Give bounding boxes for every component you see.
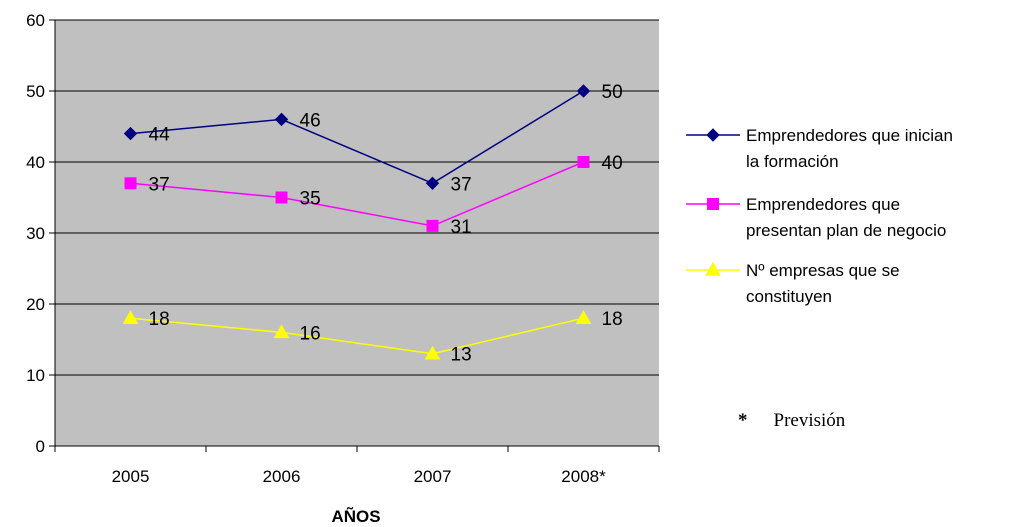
series-1-point-2	[426, 219, 439, 232]
legend-label-0-line-0: Emprendedores que inician	[746, 126, 953, 145]
x-tick-label-2006: 2006	[263, 467, 301, 486]
y-tick-label-40: 40	[26, 153, 45, 172]
series-2-point-1	[273, 324, 290, 339]
series-1-line	[130, 161, 584, 227]
y-tick-label-10: 10	[26, 366, 45, 385]
series-2-point-2	[424, 345, 441, 360]
x-axis-title: AÑOS	[331, 506, 380, 526]
series-0-line	[130, 90, 584, 185]
legend-label-0-line-1: la formación	[746, 152, 839, 171]
forecast-note: * Previsión	[738, 410, 845, 432]
legend-label-2-line-0: Nº empresas que se	[746, 261, 900, 280]
y-tick-label-60: 60	[26, 11, 45, 30]
series-0-point-2	[425, 176, 440, 191]
x-tick-label-2008*: 2008*	[561, 467, 606, 486]
series-2-point-0	[122, 310, 139, 324]
series-group	[122, 84, 592, 360]
series-0-point-0	[123, 126, 138, 141]
series-1-point-0	[124, 177, 137, 190]
series-0	[123, 84, 591, 191]
legend-label-2-line-1: constituyen	[746, 287, 832, 306]
series-1-label-3: 40	[602, 153, 623, 174]
x-tick-label-2007: 2007	[414, 467, 452, 486]
series-0-label-2: 37	[451, 174, 472, 195]
legend-item-2: Nº empresas que se constituyen	[686, 261, 900, 306]
series-0-label-0: 44	[149, 125, 171, 146]
series-0-point-1	[274, 112, 289, 127]
legend-marker-2	[705, 261, 721, 276]
x-tick-label-2005: 2005	[112, 467, 150, 486]
axes	[49, 19, 660, 452]
legend-label-1-line-0: Emprendedores que	[746, 195, 900, 214]
tick-labels: 0 10 20 30 40 50 60 2005 2006 2007 2008*	[26, 11, 606, 486]
asterisk-symbol: *	[738, 410, 748, 431]
series-2-label-1: 16	[300, 323, 321, 344]
forecast-note-text: Previsión	[773, 410, 846, 431]
series-2-label-2: 13	[451, 345, 472, 366]
y-tick-label-20: 20	[26, 295, 45, 314]
series-1-label-0: 37	[149, 174, 170, 195]
legend-marker-1	[707, 198, 719, 210]
legend-item-0: Emprendedores que inician la formación	[686, 126, 953, 171]
y-tick-label-30: 30	[26, 224, 45, 243]
series-1	[124, 156, 590, 232]
series-2-line	[130, 317, 584, 355]
grid-lines	[55, 19, 659, 376]
legend-marker-0	[706, 128, 720, 142]
series-0-label-1: 46	[300, 110, 321, 131]
series-2-point-3	[575, 310, 592, 324]
data-labels: 44 46 37 50 37 35 31 40 18 16 13 18	[149, 82, 623, 366]
series-1-label-1: 35	[300, 189, 321, 210]
series-0-point-3	[576, 84, 591, 98]
series-2-label-3: 18	[602, 309, 623, 330]
y-tick-label-50: 50	[26, 82, 45, 101]
series-1-label-2: 31	[451, 217, 472, 238]
legend-item-1: Emprendedores que presentan plan de negoc…	[686, 195, 946, 240]
series-2-label-0: 18	[149, 309, 170, 330]
y-tick-label-0: 0	[36, 437, 45, 456]
series-1-point-1	[275, 191, 288, 204]
series-2	[122, 310, 592, 360]
series-0-label-3: 50	[602, 82, 623, 103]
series-1-point-3	[577, 156, 590, 168]
legend-label-1-line-1: presentan plan de negocio	[746, 221, 946, 240]
